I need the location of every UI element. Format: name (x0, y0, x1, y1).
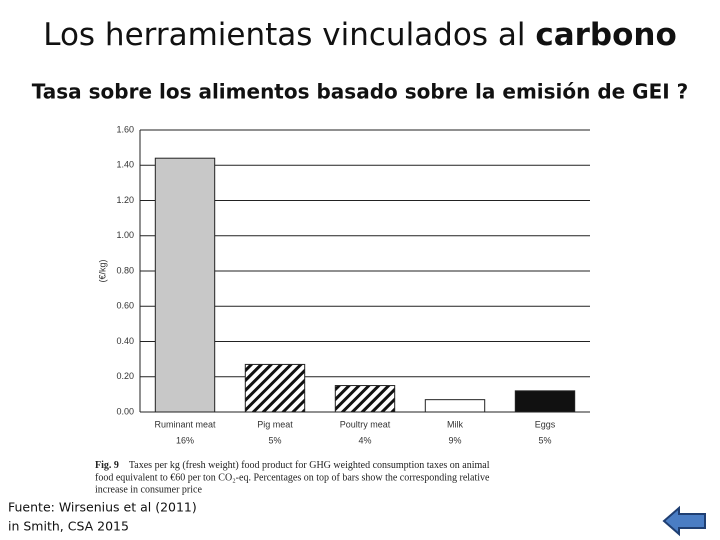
back-button[interactable] (662, 505, 706, 537)
percent-label: 16% (176, 435, 194, 445)
caption-fig: Fig. 9 (95, 460, 119, 471)
title-bold: carbono (535, 17, 676, 53)
caption-line: Taxes per kg (fresh weight) food product… (129, 460, 490, 471)
bar (424, 399, 486, 413)
x-tick-label: Milk (447, 419, 463, 429)
caption-line: increase in consumer price (95, 484, 202, 495)
source: in Smith, CSA 2015 (8, 519, 129, 534)
percent-label: 5% (538, 435, 551, 445)
x-tick-label: Pig meat (257, 419, 293, 429)
y-tick-label: 0.00 (116, 406, 134, 416)
y-tick-label: 0.40 (116, 336, 134, 346)
y-tick-label: 1.40 (116, 160, 134, 170)
y-tick-label: 0.20 (116, 371, 134, 381)
y-axis-label: (€/kg) (97, 259, 107, 282)
x-tick-label: Ruminant meat (154, 419, 216, 429)
bar (154, 157, 216, 413)
source: Fuente: Wirsenius et al (2011) (8, 500, 197, 515)
bar (514, 390, 576, 413)
x-tick-label: Poultry meat (340, 419, 391, 429)
caption: Fig. 9 Taxes per kg (fresh weight) food p… (95, 460, 490, 471)
slide-subtitle: Tasa sobre los alimentos basado sobre la… (32, 80, 689, 104)
y-tick-label: 1.00 (116, 230, 134, 240)
x-tick-label: Eggs (535, 419, 556, 429)
title-part: Los herramientas vinculados al (43, 17, 525, 53)
bar (244, 363, 306, 413)
bar (334, 385, 396, 413)
y-tick-label: 1.20 (116, 195, 134, 205)
percent-label: 4% (358, 435, 371, 445)
percent-label: 9% (448, 435, 461, 445)
y-tick-label: 0.80 (116, 265, 134, 275)
y-tick-label: 0.60 (116, 301, 134, 311)
y-tick-label: 1.60 (116, 124, 134, 134)
caption-line: food equivalent to €60 per ton CO₂-eq. P… (95, 472, 490, 483)
slide-title: Los herramientas vinculados al carbono (43, 17, 677, 53)
percent-label: 5% (268, 435, 281, 445)
